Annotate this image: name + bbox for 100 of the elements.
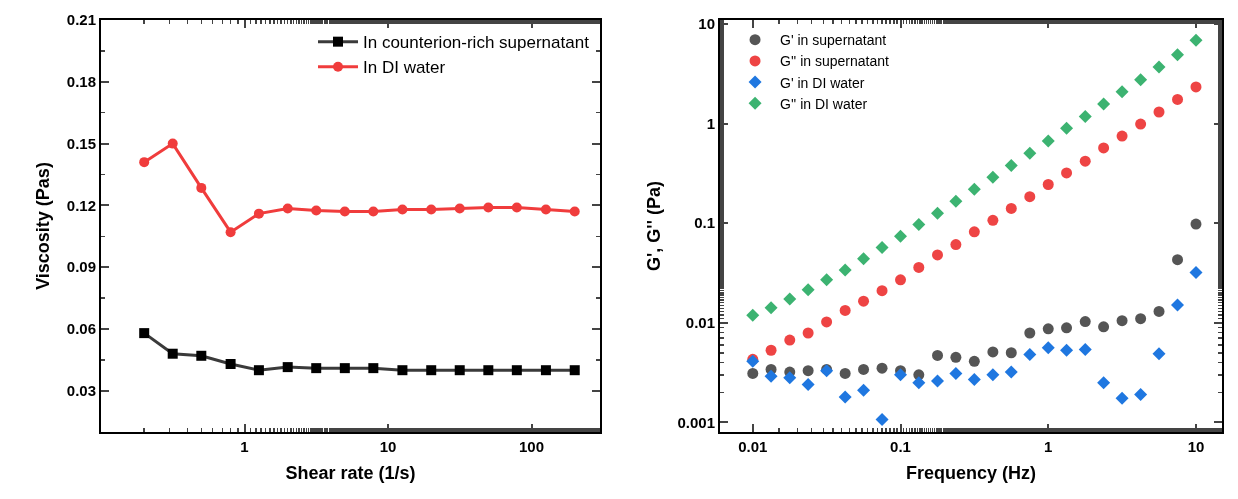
point (1153, 106, 1165, 118)
point (932, 249, 944, 261)
point (1004, 159, 1018, 173)
point (858, 363, 870, 375)
point (838, 263, 852, 277)
point (783, 371, 797, 385)
point (747, 367, 759, 379)
point (1097, 376, 1111, 390)
point (225, 227, 236, 238)
point (1024, 327, 1036, 339)
y-tick-label: 0.01 (685, 314, 715, 332)
x-tick-label: 10 (379, 438, 397, 455)
y-tick-label: 0.09 (66, 258, 96, 276)
point (764, 369, 778, 383)
point (765, 344, 777, 356)
point (802, 365, 814, 377)
point (1042, 178, 1054, 190)
y-axis-title: Viscosity (Pas) (33, 162, 54, 290)
point (1098, 321, 1110, 333)
legend-label: G'' in supernatant (780, 53, 890, 70)
point (1078, 342, 1092, 356)
point (1153, 305, 1165, 317)
x-tick-label: 1 (240, 438, 249, 455)
point (1023, 348, 1037, 362)
point (1135, 313, 1147, 325)
point (802, 327, 814, 339)
point (139, 157, 150, 168)
point (167, 138, 178, 149)
point (821, 316, 833, 328)
point (1171, 48, 1185, 62)
y-axis-title: G', G'' (Pa) (644, 181, 665, 271)
point (1190, 81, 1202, 93)
x-axis-title: Shear rate (1/s) (285, 462, 416, 483)
point (857, 252, 871, 266)
point (1041, 341, 1055, 355)
point (1061, 167, 1073, 179)
point (1097, 97, 1111, 111)
point (838, 390, 852, 404)
x-tick-label: 100 (519, 438, 545, 455)
point (1134, 73, 1148, 87)
point (1079, 155, 1091, 167)
point (967, 182, 981, 196)
point (1061, 322, 1073, 334)
point (1004, 365, 1018, 379)
point (875, 241, 889, 255)
point (875, 412, 889, 426)
point (968, 355, 980, 367)
point (1005, 202, 1017, 214)
point (950, 351, 962, 363)
point (483, 202, 494, 213)
point (820, 273, 834, 287)
point (1005, 347, 1017, 359)
y-tick-label: 0.06 (66, 320, 96, 338)
point (426, 204, 437, 215)
point (1172, 254, 1184, 266)
x-tick-label: 1 (1044, 438, 1053, 455)
point (876, 362, 888, 374)
point (932, 349, 944, 361)
point (986, 368, 1000, 382)
point (913, 261, 925, 273)
y-tick-label: 0.15 (66, 134, 96, 152)
point (282, 203, 293, 214)
point (511, 202, 522, 213)
point (1115, 391, 1129, 405)
point (253, 208, 264, 219)
point (1189, 33, 1203, 47)
y-tick-label: 0.12 (66, 196, 96, 214)
point (1116, 315, 1128, 327)
point (1134, 388, 1148, 402)
point (801, 378, 815, 391)
y-tick-label: 0.03 (66, 382, 96, 400)
point (1171, 298, 1185, 312)
point (1060, 343, 1074, 357)
point (876, 285, 888, 297)
point (801, 283, 815, 297)
point (1098, 142, 1110, 154)
point (1060, 121, 1074, 135)
point (1189, 266, 1203, 279)
point (967, 372, 981, 386)
point (986, 170, 1000, 184)
point (368, 206, 379, 217)
point (784, 334, 796, 346)
point (968, 226, 980, 238)
point (949, 366, 963, 380)
point (931, 206, 945, 220)
point (569, 206, 580, 217)
point (1042, 323, 1054, 335)
point (912, 376, 926, 390)
point (1135, 118, 1147, 130)
x-axis-title: Frequency (Hz) (905, 462, 1037, 483)
point (196, 182, 207, 193)
x-tick-label: 10 (1187, 438, 1205, 455)
point (857, 383, 871, 397)
point (912, 218, 926, 232)
y-tick-label: 1 (706, 114, 715, 132)
point (987, 214, 999, 226)
point (1152, 347, 1166, 361)
legend-label: G' in supernatant (780, 32, 887, 49)
point (1023, 146, 1037, 160)
point (894, 229, 908, 243)
